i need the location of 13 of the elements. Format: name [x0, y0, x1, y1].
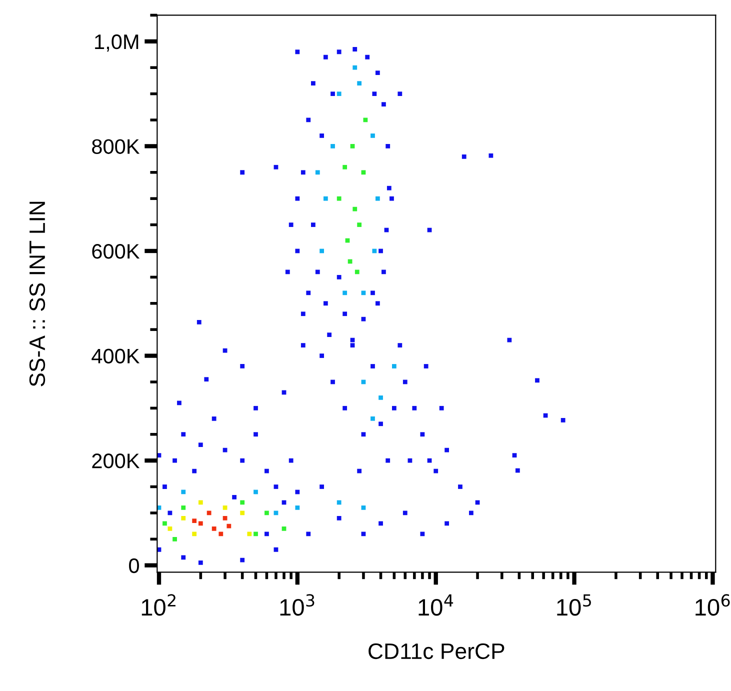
y-tick-label: 1,0M — [95, 34, 138, 52]
y-axis-title: SS-A :: SS INT LIN — [29, 202, 46, 386]
x-tick-label: 10$^{4}$ — [418, 594, 454, 616]
x-tick-label: 10$^{3}$ — [280, 594, 314, 616]
x-axis-title: CD11c PerCP — [368, 643, 504, 660]
x-tick-label: 10$^{6}$ — [696, 594, 730, 616]
y-tick-label: 200K — [92, 454, 140, 468]
y-tick-label: 0 — [129, 558, 139, 574]
y-tick-label: 400K — [92, 348, 140, 364]
y-tick-label: 600K — [92, 244, 140, 259]
y-tick-label: 800K — [92, 139, 140, 154]
x-tick-label: 10$^{5}$ — [557, 594, 591, 616]
x-tick-label: 10$^{2}$ — [142, 594, 176, 616]
